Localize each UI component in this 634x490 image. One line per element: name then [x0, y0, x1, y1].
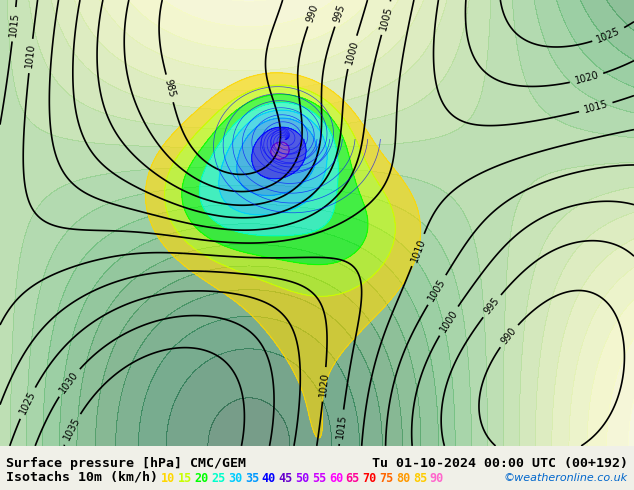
Text: 70: 70	[363, 472, 377, 485]
Text: 1000: 1000	[344, 39, 360, 65]
Text: 1005: 1005	[426, 277, 448, 303]
Text: 15: 15	[178, 472, 192, 485]
Text: 1020: 1020	[574, 71, 600, 86]
Text: 75: 75	[379, 472, 394, 485]
Text: 50: 50	[295, 472, 309, 485]
Text: Surface pressure [hPa] CMC/GEM: Surface pressure [hPa] CMC/GEM	[6, 457, 247, 470]
Text: 25: 25	[211, 472, 226, 485]
Text: 1025: 1025	[18, 390, 37, 416]
Text: 60: 60	[329, 472, 343, 485]
Text: 990: 990	[305, 3, 320, 24]
Text: 1030: 1030	[58, 369, 81, 395]
Text: 1035: 1035	[61, 416, 82, 442]
Text: 1010: 1010	[24, 43, 37, 69]
Text: 35: 35	[245, 472, 259, 485]
Text: 85: 85	[413, 472, 427, 485]
Text: 985: 985	[162, 78, 177, 98]
Text: 65: 65	[346, 472, 360, 485]
Text: 1000: 1000	[437, 308, 460, 334]
Text: 1025: 1025	[595, 26, 622, 45]
Text: Tu 01-10-2024 00:00 UTC (00+192): Tu 01-10-2024 00:00 UTC (00+192)	[372, 457, 628, 470]
Text: 10: 10	[161, 472, 175, 485]
Text: 1015: 1015	[8, 11, 20, 37]
Text: 1010: 1010	[409, 237, 427, 263]
Text: 995: 995	[332, 3, 347, 24]
Text: 995: 995	[482, 295, 501, 317]
Text: 1020: 1020	[318, 371, 330, 397]
Text: 20: 20	[195, 472, 209, 485]
Text: 1015: 1015	[335, 414, 348, 440]
Text: 55: 55	[312, 472, 327, 485]
Text: 90: 90	[430, 472, 444, 485]
Text: Isotachs 10m (km/h): Isotachs 10m (km/h)	[6, 470, 174, 483]
Text: 990: 990	[499, 325, 519, 346]
Text: 1015: 1015	[583, 99, 609, 115]
Text: 40: 40	[262, 472, 276, 485]
Text: 1005: 1005	[378, 5, 394, 31]
Text: 45: 45	[278, 472, 293, 485]
Text: 30: 30	[228, 472, 242, 485]
Text: ©weatheronline.co.uk: ©weatheronline.co.uk	[503, 473, 628, 483]
Text: 80: 80	[396, 472, 410, 485]
